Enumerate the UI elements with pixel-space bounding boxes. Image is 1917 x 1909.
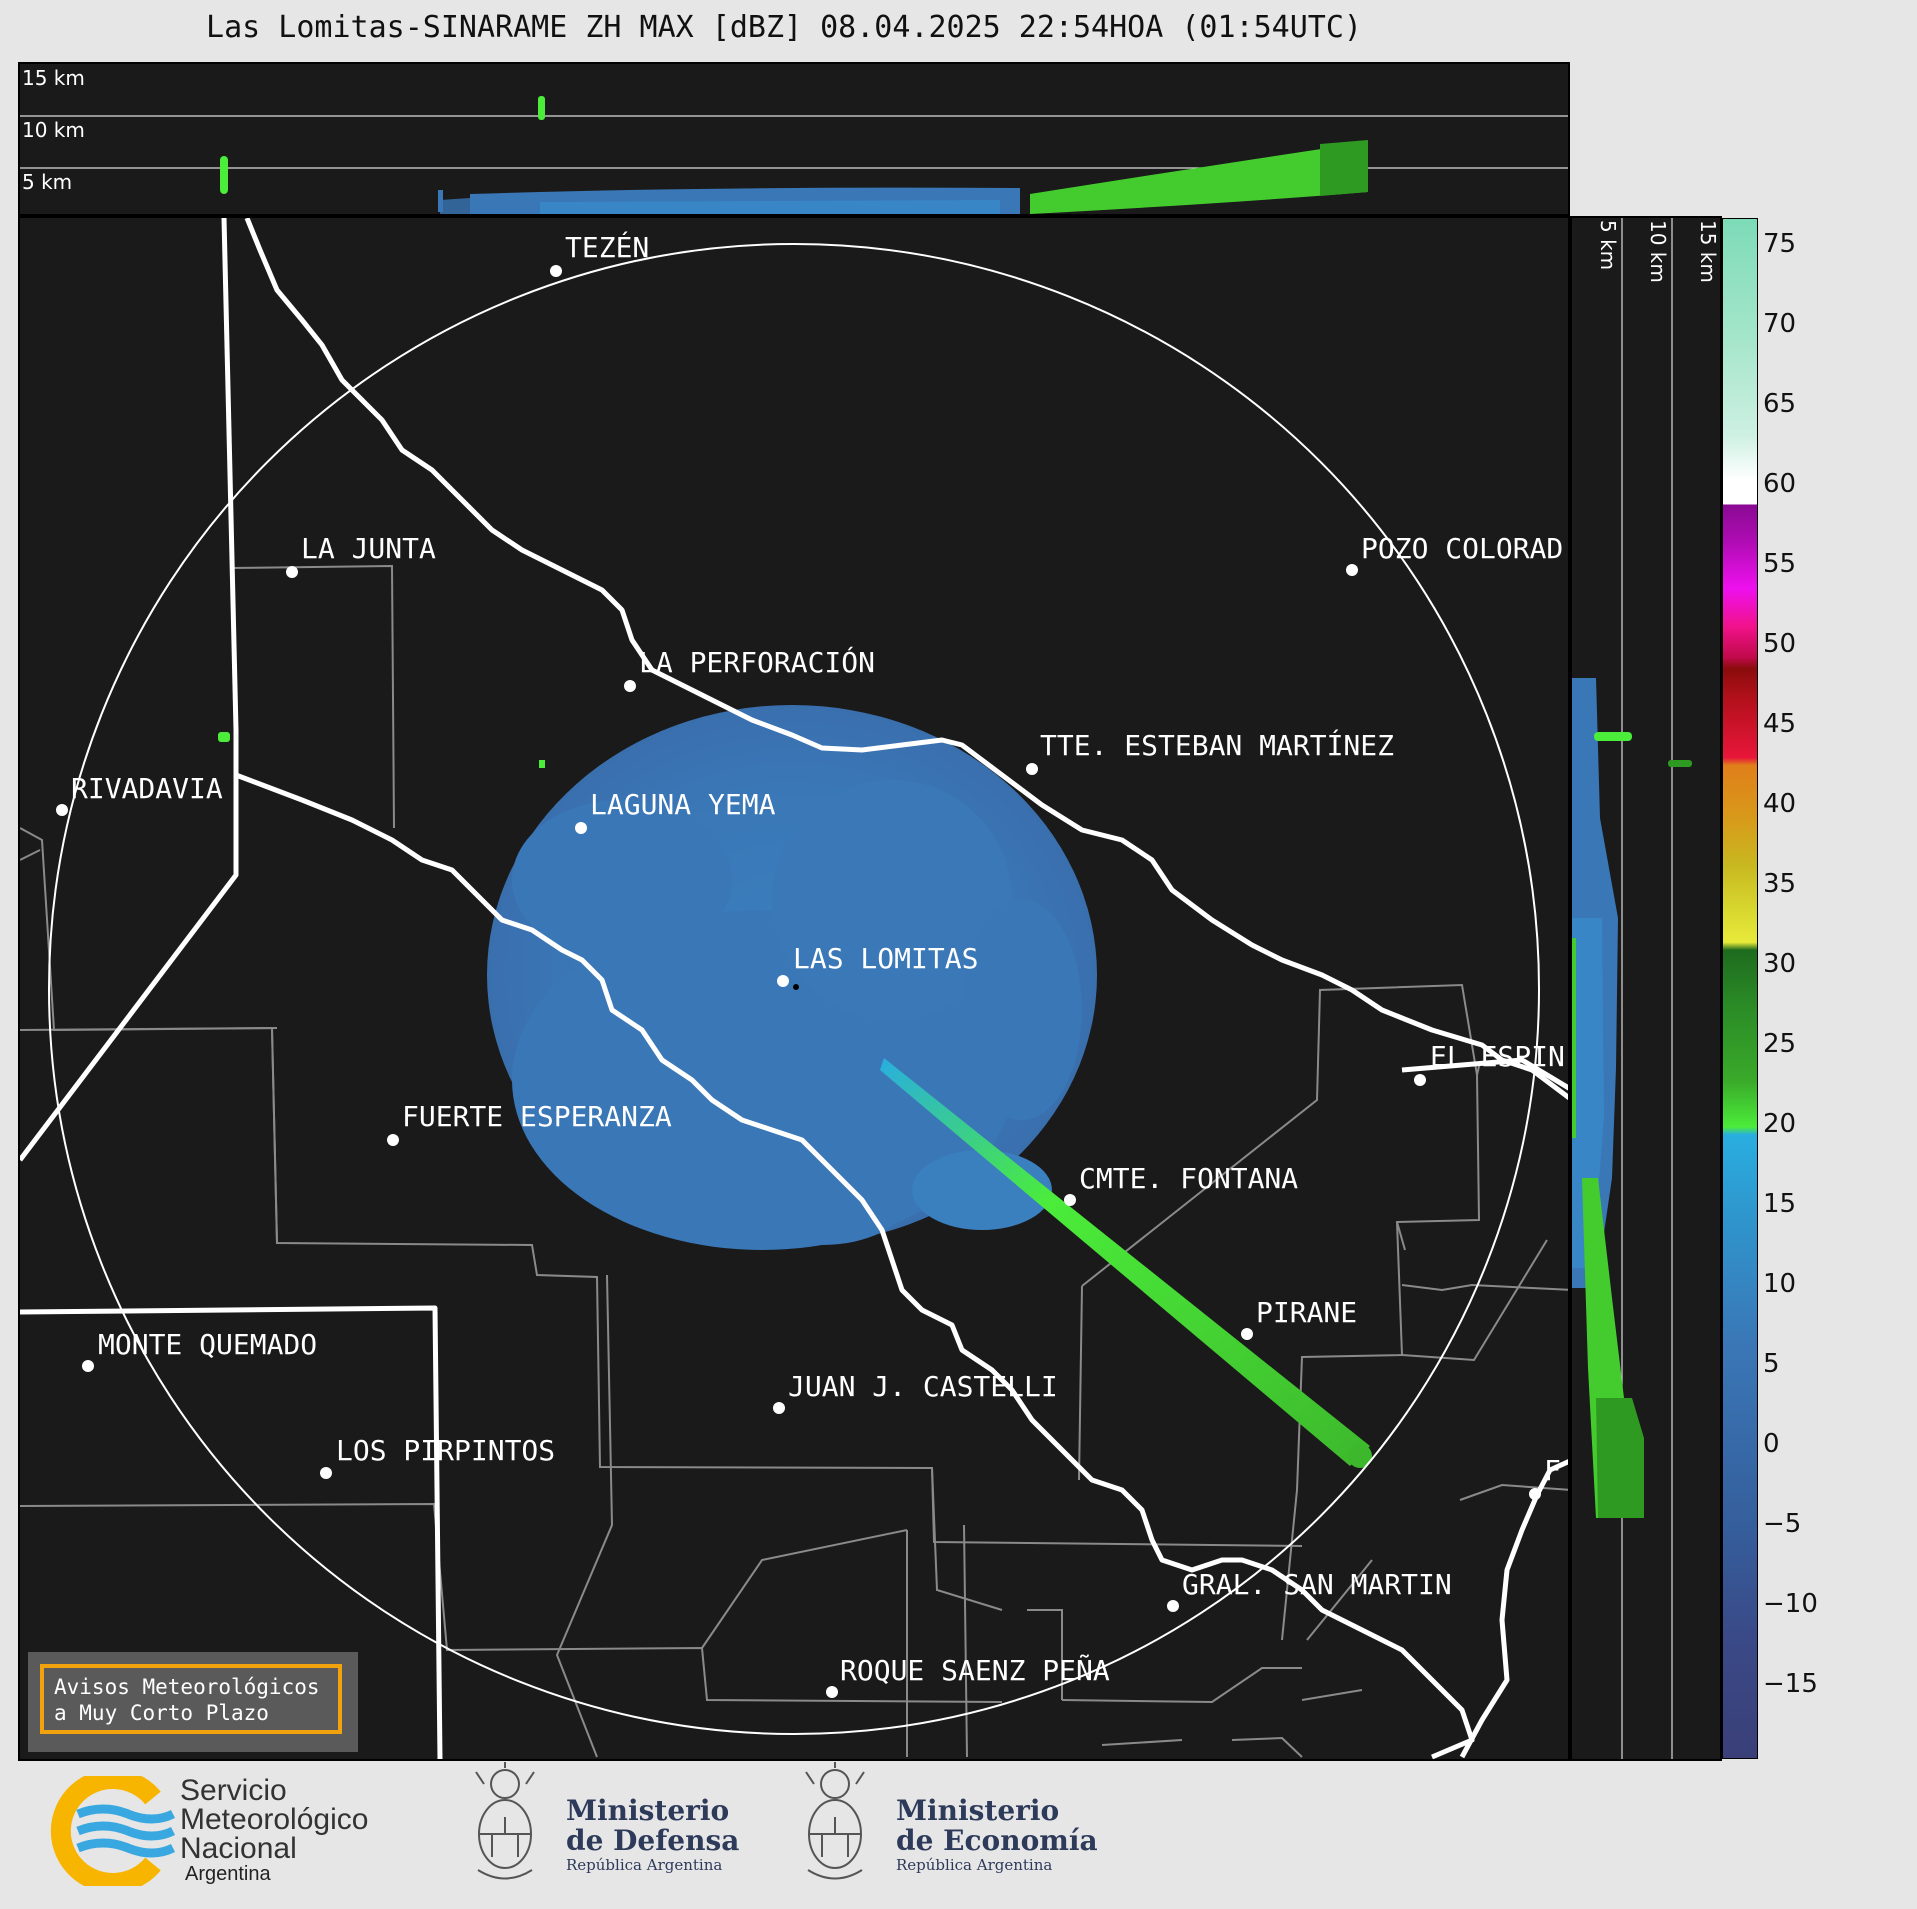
city-label-laguna-yema: LAGUNA YEMA <box>590 788 776 821</box>
colorbar-tick: 0 <box>1763 1429 1780 1459</box>
colorbar-tick: −10 <box>1763 1589 1818 1619</box>
colorbar-tick: −15 <box>1763 1669 1818 1699</box>
radar-map: TEZÉN LA JUNTA POZO COLORAD LA PERFORACI… <box>18 216 1570 1761</box>
avisos-line-1: Avisos Meteorológicos <box>54 1675 320 1699</box>
city-label-rivadavia: RIVADAVIA <box>71 772 223 805</box>
colorbar-tick: 65 <box>1763 389 1797 419</box>
smn-name: Servicio Meteorológico Nacional Argentin… <box>180 1774 369 1886</box>
city-label-pozo-colorado: POZO COLORAD <box>1361 532 1564 565</box>
right-height-label-15: 15 km <box>1696 220 1720 283</box>
colorbar-tick: 35 <box>1763 869 1797 899</box>
colorbar-tick: −5 <box>1763 1509 1802 1539</box>
right-height-label-10: 10 km <box>1646 220 1670 283</box>
city-label-f: F <box>1544 1454 1561 1487</box>
radar-map-svg <box>20 218 1568 1759</box>
province-boundaries <box>20 218 1568 1759</box>
city-label-el-espinillo: EL ESPIN <box>1430 1040 1565 1073</box>
colorbar-tick: 40 <box>1763 789 1797 819</box>
dbz-colorbar <box>1722 218 1758 1759</box>
defensa-coat-of-arms-icon <box>475 1762 535 1880</box>
colorbar-tick: 45 <box>1763 709 1797 739</box>
top-height-label-5: 5 km <box>22 170 73 194</box>
colorbar-tick: 55 <box>1763 549 1797 579</box>
radar-beam-spike <box>880 1058 1370 1466</box>
colorbar-tick: 30 <box>1763 949 1797 979</box>
city-label-las-lomitas: LAS LOMITAS <box>793 942 979 975</box>
colorbar-tick: 15 <box>1763 1189 1797 1219</box>
top-height-label-15: 15 km <box>22 66 85 90</box>
top-cross-section-plot <box>20 96 1568 214</box>
city-label-pirane: PIRANE <box>1256 1296 1358 1329</box>
city-label-cmte-fontana: CMTE. FONTANA <box>1079 1162 1299 1195</box>
city-label-tezen: TEZÉN <box>565 231 650 264</box>
city-label-la-perforacion: LA PERFORACIÓN <box>639 646 876 679</box>
range-ring <box>48 243 1540 1735</box>
city-label-juan-j-castelli: JUAN J. CASTELLI <box>788 1370 1058 1403</box>
department-boundaries <box>20 564 1568 1758</box>
right-cross-section: 5 km 10 km 15 km <box>1570 216 1722 1761</box>
colorbar-tick: 25 <box>1763 1029 1797 1059</box>
top-cross-section: 15 km 10 km 5 km <box>18 62 1570 216</box>
economia-coat-of-arms-icon <box>805 1762 865 1880</box>
avisos-link[interactable]: Avisos Meteorológicos a Muy Corto Plazo <box>28 1652 358 1752</box>
colorbar-tick: 60 <box>1763 469 1797 499</box>
city-label-tte-esteban-martinez: TTE. ESTEBAN MARTÍNEZ <box>1040 729 1395 762</box>
colorbar-tick: 70 <box>1763 309 1797 339</box>
colorbar-tick: 75 <box>1763 229 1797 259</box>
avisos-line-2: a Muy Corto Plazo <box>54 1701 269 1725</box>
city-label-roque-saenz-pena: ROQUE SAENZ PEÑA <box>840 1654 1110 1687</box>
city-label-monte-quemado: MONTE QUEMADO <box>98 1328 318 1361</box>
city-label-fuerte-esperanza: FUERTE ESPERANZA <box>402 1100 672 1133</box>
colorbar-tick: 10 <box>1763 1269 1797 1299</box>
city-label-gral-san-martin: GRAL. SAN MARTIN <box>1182 1568 1452 1601</box>
smn-logo-icon <box>50 1776 176 1886</box>
city-label-los-pirpintos: LOS PIRPINTOS <box>336 1434 556 1467</box>
colorbar-tick: 20 <box>1763 1109 1797 1139</box>
colorbar-tick: 50 <box>1763 629 1797 659</box>
right-height-label-5: 5 km <box>1596 220 1620 271</box>
city-markers <box>56 265 1541 1698</box>
economia-name: Ministerio de Economía República Argenti… <box>896 1794 1098 1875</box>
defensa-name: Ministerio de Defensa República Argentin… <box>566 1794 740 1875</box>
radar-site <box>793 984 799 990</box>
top-height-label-10: 10 km <box>22 118 85 142</box>
map-title: Las Lomitas-SINARAME ZH MAX [dBZ] 08.04.… <box>206 10 1362 45</box>
city-label-la-junta: LA JUNTA <box>301 532 436 565</box>
right-cross-section-plot <box>1572 218 1692 1759</box>
colorbar-tick: 5 <box>1763 1349 1780 1379</box>
